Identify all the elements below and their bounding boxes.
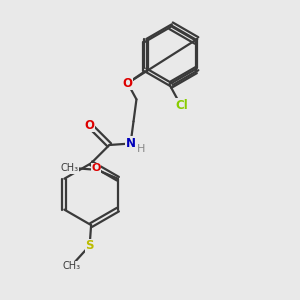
Text: CH₃: CH₃ [60, 164, 78, 173]
Text: Cl: Cl [176, 99, 188, 112]
Text: CH₃: CH₃ [63, 261, 81, 271]
Text: O: O [85, 119, 94, 132]
Text: N: N [126, 137, 136, 150]
Text: H: H [137, 144, 145, 154]
Text: O: O [91, 164, 101, 173]
Text: S: S [85, 239, 94, 252]
Text: O: O [123, 77, 133, 90]
